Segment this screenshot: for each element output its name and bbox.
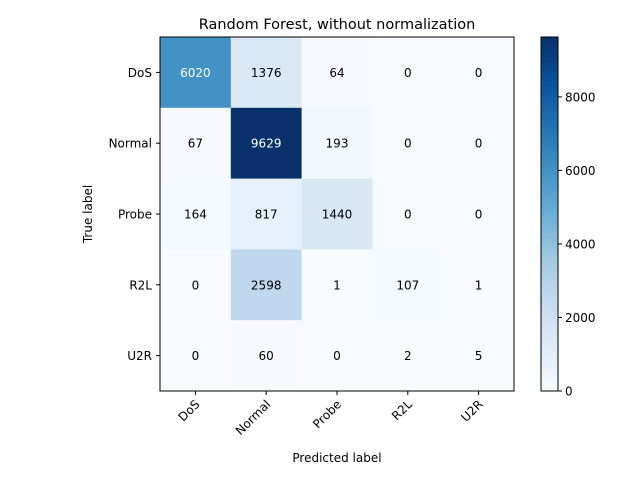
heatmap-cell — [372, 178, 444, 250]
heatmap-cell — [230, 249, 303, 321]
cell-value-label: 1376 — [251, 66, 282, 80]
cell-value-label: 0 — [475, 208, 483, 222]
x-tick-label: R2L — [389, 397, 415, 423]
cell-value-label: 0 — [192, 349, 200, 363]
cell-value-label: 817 — [255, 208, 278, 222]
cell-value-label: 67 — [188, 137, 203, 151]
colorbar-tick-label: 0 — [565, 385, 573, 399]
heatmap-cell — [443, 37, 515, 109]
heatmap-cell — [160, 320, 232, 392]
cell-value-label: 0 — [404, 66, 412, 80]
heatmap-cell — [160, 178, 232, 250]
cell-value-label: 5 — [475, 349, 483, 363]
heatmap-cell — [301, 249, 373, 321]
cell-value-label: 164 — [184, 208, 207, 222]
colorbar-ticks: 0 2000 4000 6000 8000 — [558, 90, 596, 399]
cell-value-label: 107 — [396, 278, 419, 292]
cell-value-label: 0 — [475, 137, 483, 151]
y-axis-label: True label — [81, 185, 95, 244]
heatmap-cell — [372, 320, 444, 392]
y-tick-label: DoS — [128, 66, 152, 80]
colorbar-tick-label: 8000 — [565, 90, 596, 104]
heatmap-cell — [160, 249, 232, 321]
heatmap-cell — [443, 320, 515, 392]
heatmap-cell — [372, 249, 444, 321]
cell-value-label: 0 — [192, 278, 200, 292]
y-tick-label: R2L — [129, 278, 152, 292]
heatmap-cell — [301, 320, 373, 392]
heatmap-cell — [230, 37, 303, 109]
cell-value-label: 0 — [475, 66, 483, 80]
cell-value-label: 0 — [333, 349, 341, 363]
heatmap-cell — [372, 37, 444, 109]
y-tick-label: Normal — [109, 137, 152, 151]
cell-value-label: 1440 — [322, 208, 353, 222]
cell-value-label: 1 — [333, 278, 341, 292]
heatmap-cell — [443, 249, 515, 321]
heatmap-cell — [230, 107, 303, 180]
x-tick-label: U2R — [458, 397, 485, 424]
y-tick-label: U2R — [127, 349, 152, 363]
chart-title: Random Forest, without normalization — [199, 17, 476, 33]
heatmap-cell — [372, 107, 444, 180]
cell-value-label: 6020 — [180, 66, 211, 80]
colorbar-tick-label: 4000 — [565, 237, 596, 251]
y-tick-label: Probe — [118, 208, 152, 222]
x-axis-ticks: DoS Normal Probe R2L U2R — [176, 391, 486, 438]
x-tick-label: DoS — [176, 397, 203, 424]
heatmap-cell — [443, 107, 515, 180]
heatmap-cell — [301, 37, 373, 109]
x-tick-label: Normal — [233, 397, 274, 438]
colorbar-tick-label: 6000 — [565, 164, 596, 178]
cell-value-label: 9629 — [251, 137, 282, 151]
cell-value-label: 64 — [329, 66, 344, 80]
cell-value-label: 0 — [404, 137, 412, 151]
cell-value-label: 0 — [404, 208, 412, 222]
x-tick-label: Probe — [310, 397, 344, 431]
heatmap-cell — [230, 178, 303, 250]
heatmap-cells — [160, 37, 515, 392]
heatmap-cell — [443, 178, 515, 250]
cell-value-label: 193 — [326, 137, 349, 151]
colorbar — [540, 36, 559, 392]
y-axis-ticks: DoS Normal Probe R2L U2R — [109, 66, 160, 363]
cell-value-label: 2598 — [251, 278, 282, 292]
heatmap-cell — [160, 37, 232, 109]
cell-value-label: 60 — [259, 349, 274, 363]
heatmap-cell — [230, 320, 303, 392]
heatmap-cell — [301, 178, 373, 250]
cell-value-label: 2 — [404, 349, 412, 363]
cell-value-label: 1 — [475, 278, 483, 292]
x-axis-label: Predicted label — [292, 451, 381, 465]
heatmap-cell — [301, 107, 373, 180]
colorbar-tick-label: 2000 — [565, 311, 596, 325]
heatmap-cell — [160, 107, 232, 180]
